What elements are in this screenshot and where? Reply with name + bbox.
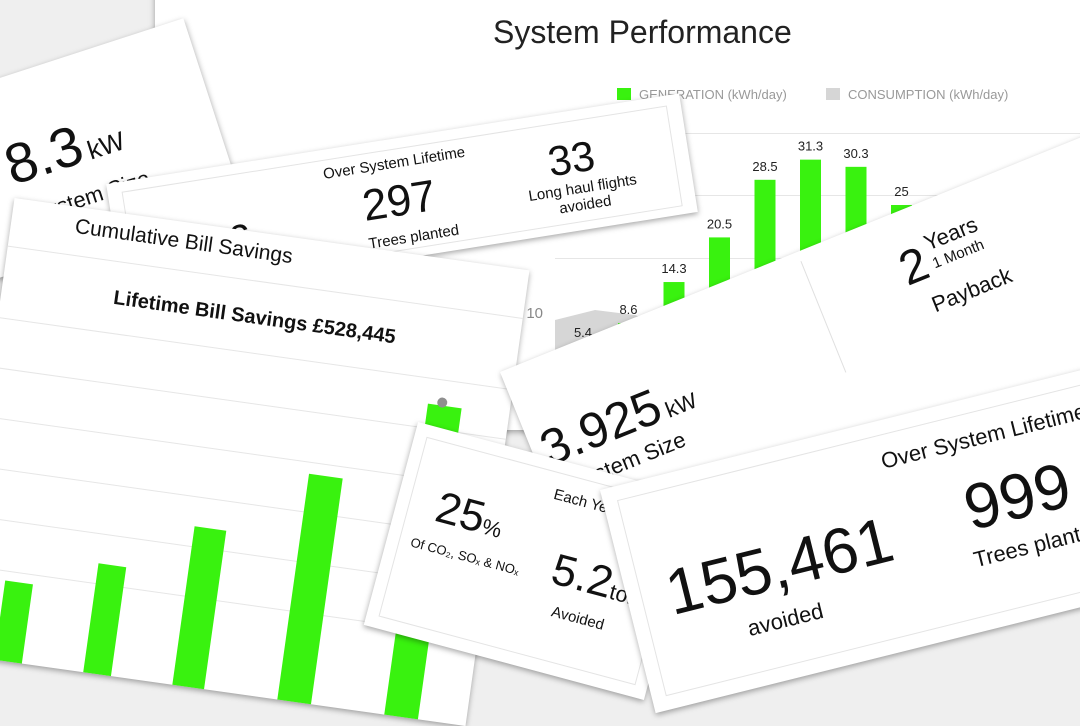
bar-value-label: 25	[894, 184, 908, 199]
divider	[800, 261, 847, 373]
legend-consumption[interactable]: CONSUMPTION (kWh/day)	[826, 87, 1008, 102]
legend-swatch-generation	[617, 88, 631, 100]
legend-consumption-label: CONSUMPTION (kWh/day)	[848, 87, 1009, 102]
bar-value-label: 20.5	[707, 216, 732, 231]
bar-value-label: 28.5	[752, 159, 777, 174]
legend-swatch-consumption	[826, 88, 840, 100]
y-tick-label: 10	[526, 305, 543, 322]
savings-bar[interactable]	[275, 473, 343, 717]
page-title: System Performance	[493, 14, 792, 50]
bar-value-label: 8.6	[619, 302, 637, 317]
bar-value-label: 30.3	[843, 146, 868, 161]
bar-value-label: 14.3	[661, 261, 686, 276]
gridline	[555, 133, 1080, 134]
bar-value-label: 31.3	[798, 139, 823, 154]
savings-bar[interactable]	[0, 580, 33, 674]
payback-label: Payback	[927, 262, 1016, 318]
savings-bar[interactable]	[170, 526, 227, 700]
